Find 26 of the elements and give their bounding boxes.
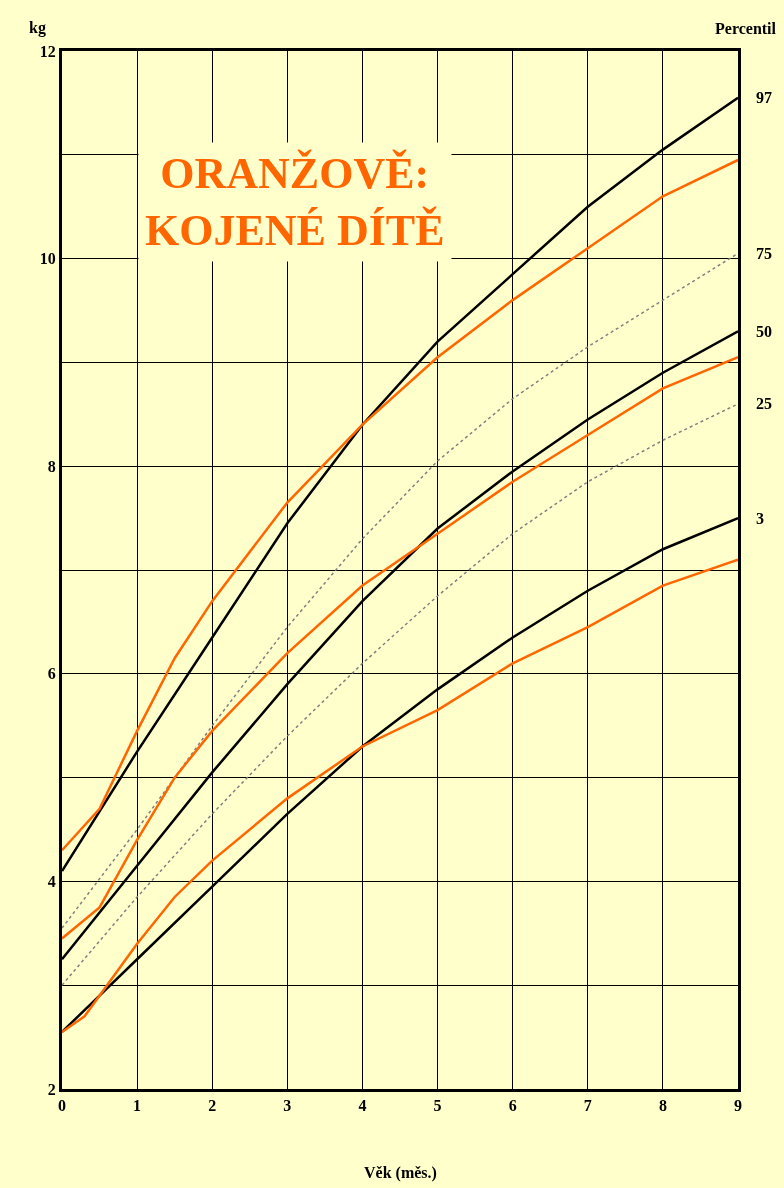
series-label: 25 [756,395,772,412]
y-tick-label: 6 [47,665,56,683]
y-tick-label: 4 [47,873,56,890]
y-tick-label: 8 [47,457,56,475]
text: ORANŽOVĚ: KOJENÉ DÍTĚ [145,149,445,256]
x-tick-label: 3 [283,1097,292,1115]
series-label: 97 [756,89,772,106]
legend-title: Percentil [715,20,777,37]
x-tick-label: 2 [208,1097,217,1115]
y-tick-label: 2 [47,1080,56,1098]
y-tick-label: 12 [39,42,56,60]
series-label: 50 [756,323,772,340]
x-tick-label: 9 [734,1097,742,1115]
y-tick-label: 10 [39,250,56,268]
series-label: 75 [756,245,772,262]
series-label: 3 [756,510,764,527]
x-tick-label: 5 [433,1097,442,1115]
line-series [62,252,738,929]
x-tick-label: 7 [583,1097,592,1115]
x-tick-label: 0 [58,1097,66,1115]
x-tick-label: 1 [133,1097,142,1115]
x-tick-label: 4 [358,1097,367,1115]
y-axis-title: kg [29,19,46,37]
x-tick-label: 6 [508,1097,517,1115]
x-tick-label: 8 [658,1097,667,1115]
x-axis-title: Věk (měs.) [364,1164,437,1182]
